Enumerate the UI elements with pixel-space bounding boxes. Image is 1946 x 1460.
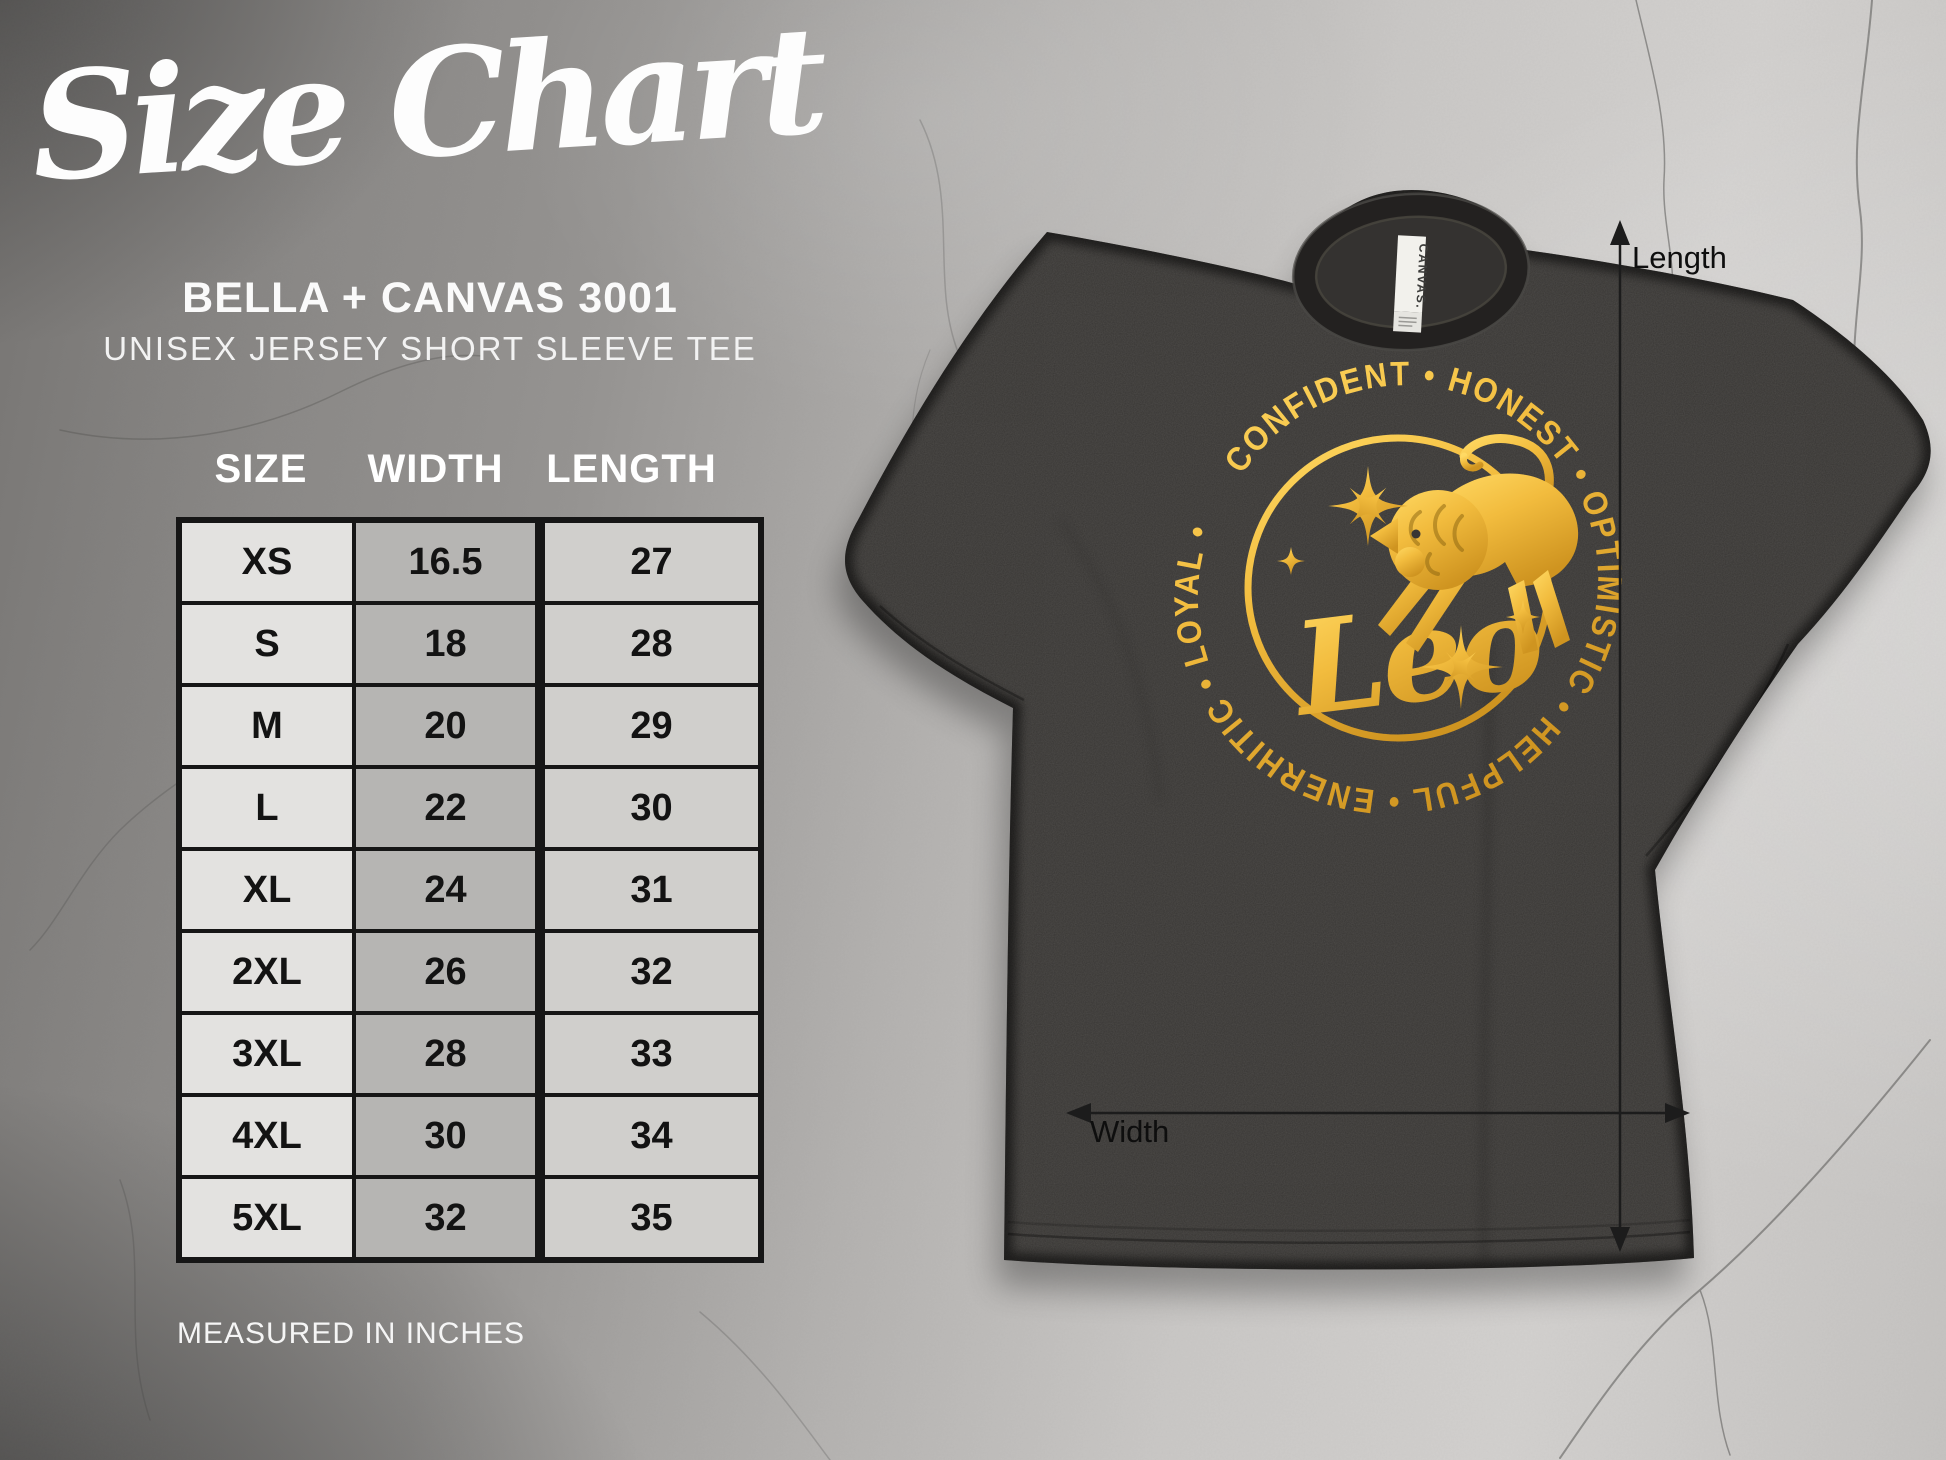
sparkle-icons xyxy=(1277,466,1540,709)
table-cell: 32 xyxy=(535,929,763,1015)
size-table: XS 16.5 27 S 18 28 M 20 29 L 22 30 XL 24 31 2XL 26 32 3XL 2… xyxy=(176,517,764,1263)
table-cell: XL xyxy=(177,847,356,933)
table-cell: 3XL xyxy=(177,1011,356,1097)
table-cell: 4XL xyxy=(177,1093,356,1179)
table-header-row: SIZE WIDTH LENGTH xyxy=(176,447,738,492)
table-row: M 20 29 xyxy=(177,683,763,769)
brand-name: BELLA + CANVAS 3001 xyxy=(182,274,678,322)
table-cell: 34 xyxy=(535,1093,763,1179)
width-label: Width xyxy=(1090,1114,1170,1149)
table-row: 5XL 32 35 xyxy=(177,1175,763,1262)
table-row: 4XL 30 34 xyxy=(177,1093,763,1179)
table-cell: 33 xyxy=(535,1011,763,1097)
table-cell: 24 xyxy=(352,847,542,933)
table-cell: 20 xyxy=(352,683,542,769)
length-arrow xyxy=(1610,220,1630,1252)
table-cell: 35 xyxy=(535,1175,763,1262)
table-cell: 30 xyxy=(535,765,763,851)
sparkle-icon xyxy=(1277,547,1305,575)
table-cell: S xyxy=(177,601,356,687)
column-header-length: LENGTH xyxy=(546,447,717,491)
table-row: XL 24 31 xyxy=(177,847,763,933)
table-cell: XS xyxy=(177,518,356,605)
table-cell: 5XL xyxy=(177,1175,356,1262)
width-arrow xyxy=(1066,1103,1690,1123)
column-header-size: SIZE xyxy=(214,447,308,491)
lion-eye xyxy=(1411,529,1421,539)
table-footnote: MEASURED IN INCHES xyxy=(177,1317,526,1350)
table-row: S 18 28 xyxy=(177,601,763,687)
lion-mane-curls xyxy=(1408,504,1464,576)
neck-tag-brand: CANVAS. xyxy=(1413,243,1430,309)
table-cell: 16.5 xyxy=(352,518,542,605)
length-label: Length xyxy=(1632,240,1727,275)
table-cell: 32 xyxy=(352,1175,542,1262)
table-cell: 28 xyxy=(352,1011,542,1097)
table-cell: 22 xyxy=(352,765,542,851)
table-cell: 31 xyxy=(535,847,763,933)
neck-tag: CANVAS. xyxy=(1393,235,1431,333)
product-name: UNISEX JERSEY SHORT SLEEVE TEE xyxy=(103,330,757,367)
sparkle-icon xyxy=(1446,652,1476,682)
table-cell: 27 xyxy=(535,518,763,605)
page-title: Size Chart xyxy=(26,0,826,215)
table-cell: 28 xyxy=(535,601,763,687)
table-cell: 29 xyxy=(535,683,763,769)
sparkle-icon xyxy=(1506,600,1540,634)
table-cell: 2XL xyxy=(177,929,356,1015)
column-header-width: WIDTH xyxy=(367,447,504,491)
table-row: XS 16.5 27 xyxy=(177,518,763,605)
table-cell: 18 xyxy=(352,601,542,687)
table-row: L 22 30 xyxy=(177,765,763,851)
table-cell: M xyxy=(177,683,356,769)
sparkle-icon xyxy=(1349,487,1387,525)
table-row: 3XL 28 33 xyxy=(177,1011,763,1097)
size-table-body: XS 16.5 27 S 18 28 M 20 29 L 22 30 XL 24 31 2XL 26 32 3XL 2… xyxy=(177,518,763,1262)
table-cell: 30 xyxy=(352,1093,542,1179)
table-cell: 26 xyxy=(352,929,542,1015)
table-cell: L xyxy=(177,765,356,851)
table-row: 2XL 26 32 xyxy=(177,929,763,1015)
